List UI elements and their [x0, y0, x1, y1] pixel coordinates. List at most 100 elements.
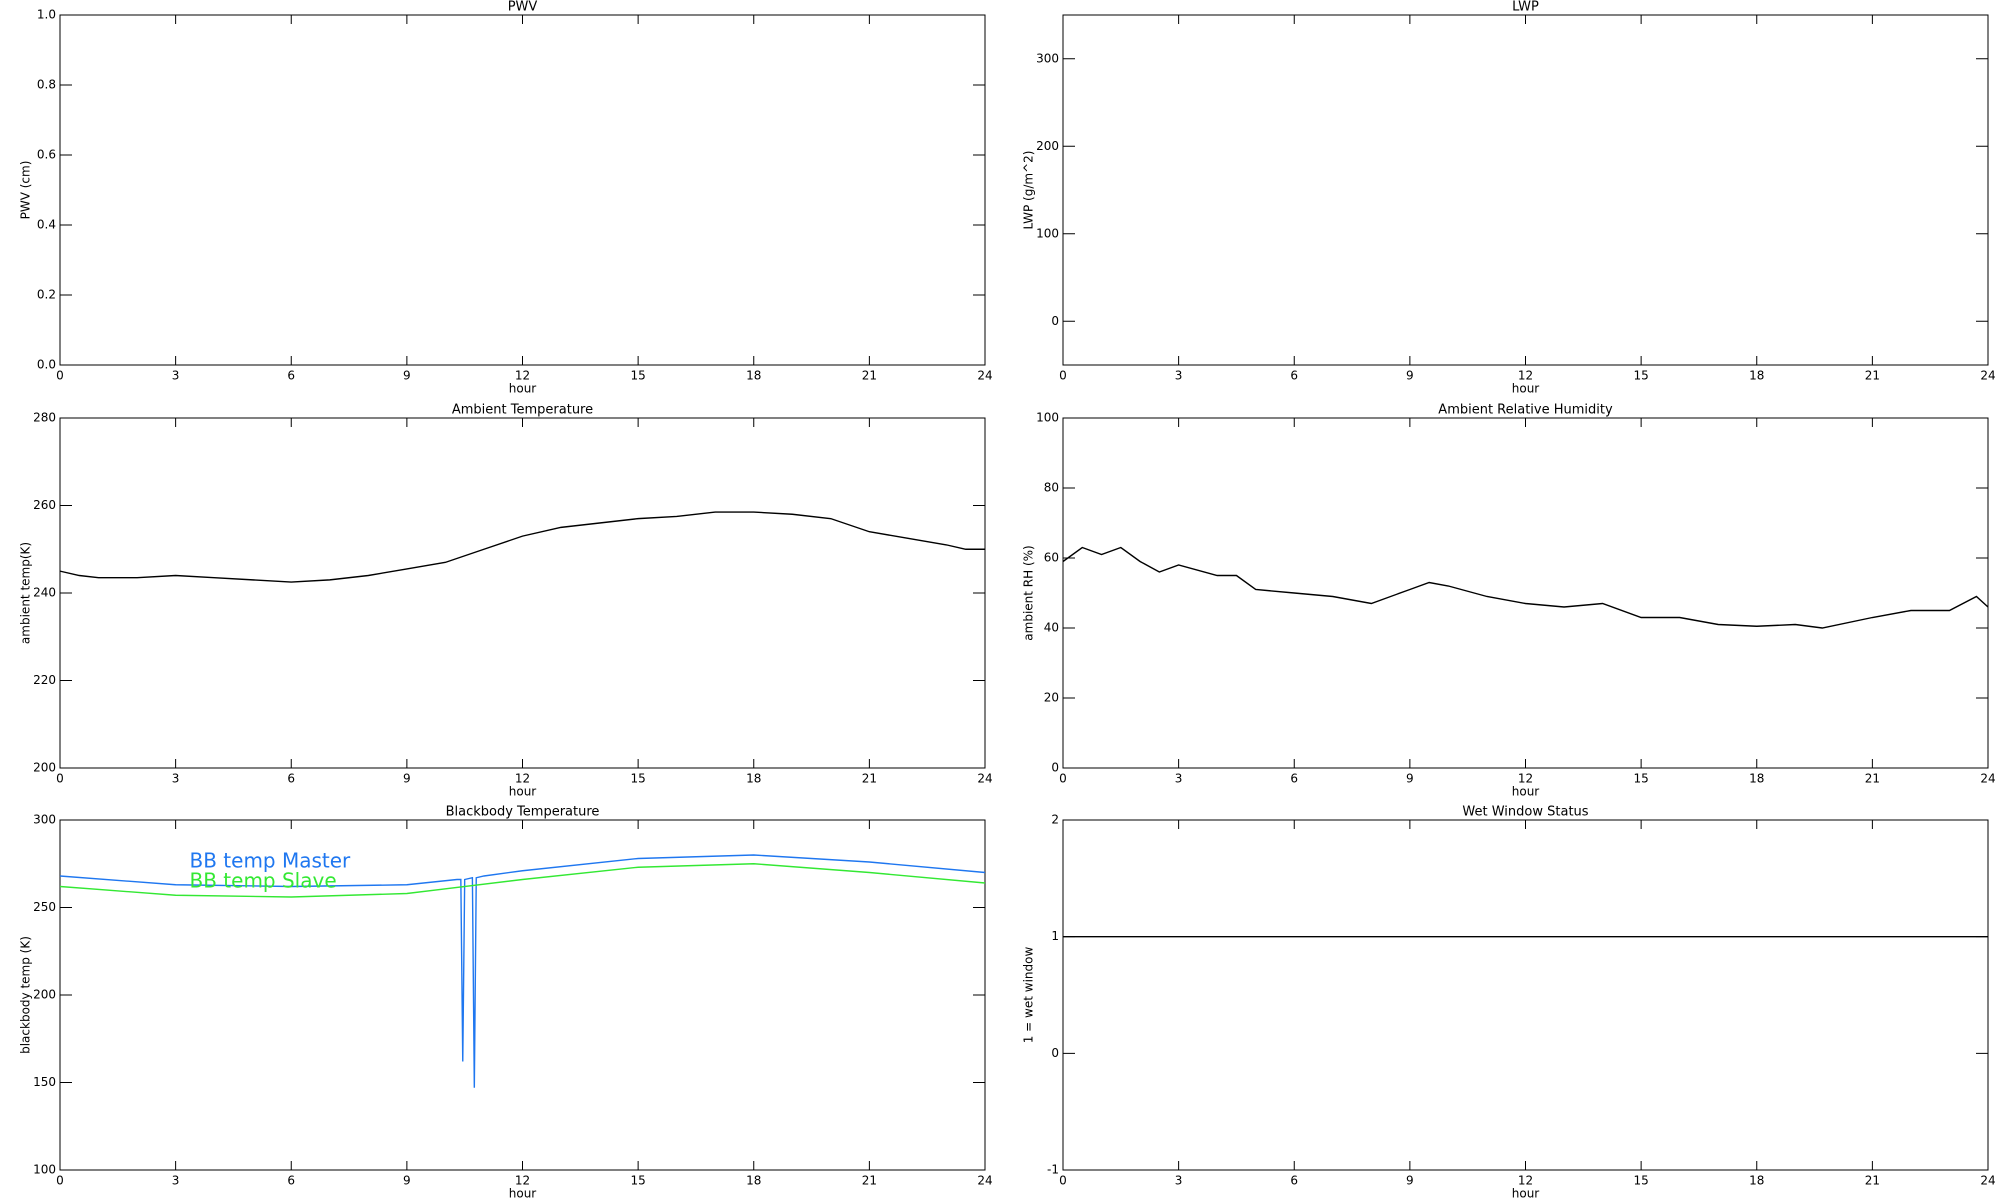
y-tick-label: 200 [1036, 139, 1059, 153]
x-axis-label: hour [509, 785, 537, 799]
x-tick-label: 9 [403, 1174, 411, 1188]
y-tick-label: 200 [33, 988, 56, 1002]
y-tick-label: 0 [1051, 1046, 1059, 1060]
y-tick-label: 0 [1051, 761, 1059, 775]
x-axis-label: hour [1512, 1187, 1540, 1201]
x-axis-label: hour [509, 1187, 537, 1201]
x-tick-label: 0 [1059, 1174, 1067, 1188]
x-tick-label: 21 [862, 772, 877, 786]
x-tick-label: 12 [515, 772, 530, 786]
x-tick-label: 15 [630, 772, 645, 786]
x-tick-label: 24 [977, 1174, 992, 1188]
legend-entry: BB temp Slave [190, 869, 337, 893]
x-tick-label: 12 [515, 369, 530, 383]
y-tick-label: 0.8 [37, 78, 56, 92]
panel: Ambient Relative Humidity hour ambient RH … [1022, 403, 1996, 799]
x-tick-label: 21 [1865, 369, 1880, 383]
chart-title: Ambient Relative Humidity [1438, 403, 1613, 418]
x-tick-label: 3 [172, 369, 180, 383]
x-tick-label: 15 [630, 1174, 645, 1188]
data-line [1062, 546, 1989, 629]
chart-title: Ambient Temperature [452, 403, 593, 418]
chart-title: Blackbody Temperature [446, 805, 600, 820]
data-line [59, 863, 986, 898]
panel: Ambient Temperature hour ambient temp(K) 0 3… [19, 403, 993, 799]
y-axis-label: 1 = wet window [1022, 947, 1036, 1044]
y-tick-label: 0.0 [37, 358, 56, 372]
y-tick-label: 100 [1036, 411, 1059, 425]
x-tick-label: 6 [287, 1174, 295, 1188]
y-axis-label: ambient RH (%) [1022, 545, 1036, 640]
y-tick-label: 2 [1051, 813, 1059, 827]
x-tick-label: 21 [1865, 772, 1880, 786]
y-tick-label: 240 [33, 586, 56, 600]
x-tick-label: 6 [1290, 772, 1298, 786]
panel: Blackbody Temperature hour blackbody temp … [19, 805, 993, 1201]
chart-title: Wet Window Status [1462, 805, 1588, 820]
x-tick-label: 12 [1518, 1174, 1533, 1188]
plot-frame [1062, 819, 1989, 1171]
x-tick-label: 9 [1406, 1174, 1414, 1188]
y-tick-label: 0.6 [37, 148, 56, 162]
x-tick-label: 3 [1175, 1174, 1183, 1188]
x-tick-label: 3 [172, 772, 180, 786]
x-tick-label: 18 [746, 369, 761, 383]
y-axis-label: ambient temp(K) [19, 542, 33, 644]
data-line [59, 511, 985, 583]
x-axis-label: hour [1512, 785, 1540, 799]
x-tick-label: 15 [1633, 1174, 1648, 1188]
x-tick-label: 0 [1059, 369, 1067, 383]
x-tick-label: 18 [1749, 369, 1764, 383]
y-tick-label: 60 [1044, 551, 1059, 565]
x-tick-label: 0 [1059, 772, 1067, 786]
y-tick-label: 40 [1044, 621, 1059, 635]
y-tick-label: 260 [33, 498, 56, 512]
y-tick-label: 300 [1036, 51, 1059, 65]
x-tick-label: 21 [862, 369, 877, 383]
x-tick-label: 18 [1749, 772, 1764, 786]
y-tick-label: 250 [33, 900, 56, 914]
y-tick-label: 150 [33, 1075, 56, 1089]
x-tick-label: 6 [1290, 369, 1298, 383]
x-axis-label: hour [509, 382, 537, 396]
x-tick-label: 9 [403, 369, 411, 383]
x-tick-label: 21 [862, 1174, 877, 1188]
y-tick-label: 300 [33, 813, 56, 827]
y-tick-label: 100 [33, 1163, 56, 1177]
x-tick-label: 24 [977, 369, 992, 383]
x-tick-label: 24 [1980, 1174, 1995, 1188]
x-tick-label: 15 [630, 369, 645, 383]
y-tick-label: 80 [1044, 481, 1059, 495]
y-axis-label: PWV (cm) [19, 161, 33, 220]
x-tick-label: 18 [746, 1174, 761, 1188]
x-tick-label: 6 [287, 369, 295, 383]
y-tick-label: 220 [33, 673, 56, 687]
x-tick-label: 9 [1406, 772, 1414, 786]
y-tick-label: 280 [33, 411, 56, 425]
x-tick-label: 12 [1518, 772, 1533, 786]
x-tick-label: 6 [1290, 1174, 1298, 1188]
x-tick-label: 0 [56, 772, 64, 786]
x-tick-label: 3 [172, 1174, 180, 1188]
x-tick-label: 15 [1633, 369, 1648, 383]
x-tick-label: 15 [1633, 772, 1648, 786]
chart-title: LWP [1512, 0, 1539, 15]
x-tick-label: 9 [1406, 369, 1414, 383]
x-tick-label: 24 [1980, 369, 1995, 383]
y-axis-label: blackbody temp (K) [19, 936, 33, 1054]
y-tick-label: 1 [1051, 929, 1059, 943]
chart-title: PWV [508, 0, 538, 15]
y-tick-label: 200 [33, 761, 56, 775]
y-tick-label: 100 [1036, 226, 1059, 240]
x-tick-label: 21 [1865, 1174, 1880, 1188]
x-tick-label: 6 [287, 772, 295, 786]
x-tick-label: 18 [746, 772, 761, 786]
y-tick-label: 20 [1044, 691, 1059, 705]
plot-frame [59, 417, 986, 769]
plot-frame [1062, 14, 1989, 366]
x-tick-label: 18 [1749, 1174, 1764, 1188]
panel: PWV hour PWV (cm) 0 3 6 9 12 15 18 21 24 0.0 0.2 0.4 0.… [19, 0, 993, 396]
legend-entry: BB temp Master [190, 849, 352, 873]
